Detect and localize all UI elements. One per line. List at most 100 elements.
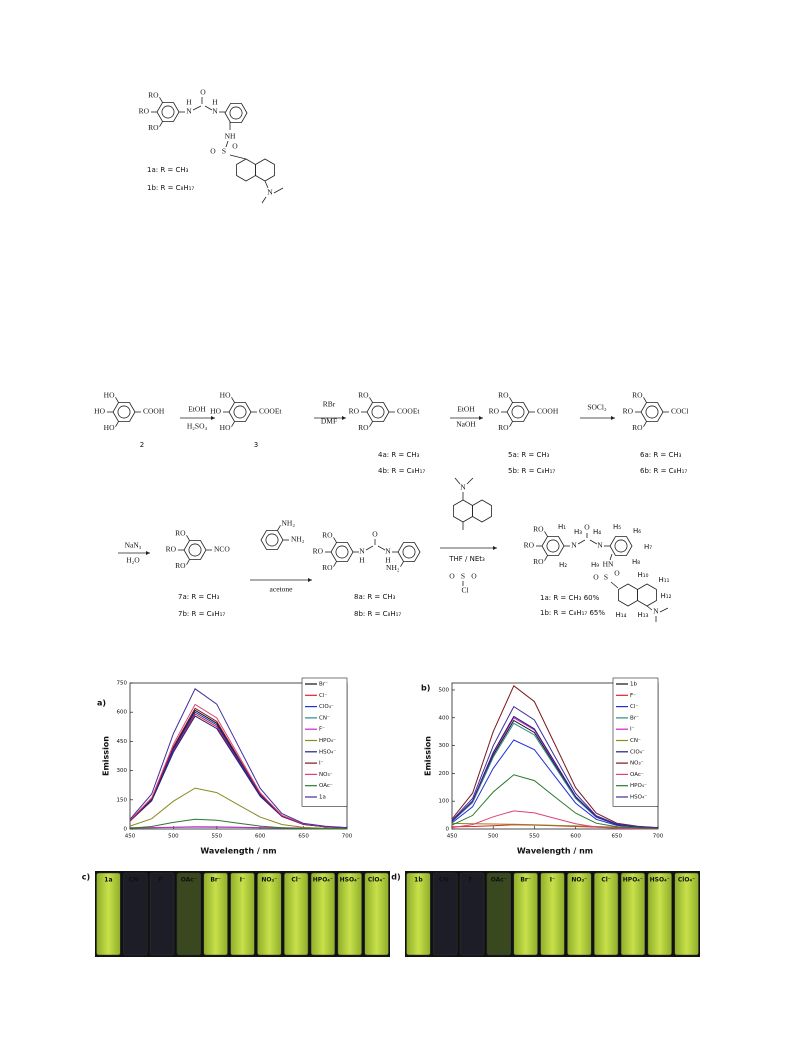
legend-label: HPO₄⁻: [319, 738, 336, 744]
legend-label: HSO₄⁻: [630, 795, 647, 801]
label: H₂: [559, 561, 567, 569]
label: 5b: R = C₈H₁₇: [508, 467, 555, 475]
vial-label: HPO₄⁻: [623, 877, 643, 884]
label: O: [200, 88, 206, 97]
label: NaN₃: [125, 541, 142, 550]
y-tick-label: 100: [439, 799, 450, 805]
bond: [369, 397, 373, 403]
ring: [183, 540, 207, 560]
x-tick-label: 550: [212, 834, 223, 840]
label: RO: [533, 524, 544, 533]
ring: [618, 583, 638, 607]
ring-aromatic: [233, 405, 247, 419]
label: N: [267, 188, 273, 197]
label: N: [653, 607, 659, 616]
bond: [229, 154, 247, 160]
label: 7b: R = C₈H₁₇: [178, 610, 225, 618]
label: N: [385, 547, 391, 556]
label: O: [372, 530, 378, 539]
bond: [544, 531, 548, 537]
vial: [540, 872, 565, 956]
label: acetone: [270, 585, 294, 594]
label: 1a: R = CH₃ 60%: [540, 594, 600, 602]
label: RO: [632, 390, 643, 399]
y-tick-label: 150: [117, 797, 128, 803]
bond: [159, 97, 163, 103]
label: H₂SO₄: [187, 422, 208, 431]
vial: [620, 872, 646, 956]
bond: [192, 105, 202, 111]
bond: [225, 140, 229, 148]
ring: [397, 542, 421, 562]
ring: [255, 158, 275, 182]
ring: [224, 103, 248, 123]
series-line: [129, 787, 348, 830]
label: N: [186, 107, 192, 116]
vial: [593, 872, 619, 956]
label: 8b: R = C₈H₁₇: [354, 610, 401, 618]
label: H₃: [574, 528, 582, 536]
vial-label: 1a: [104, 877, 112, 884]
bond: [273, 187, 284, 194]
label: 4b: R = C₈H₁₇: [378, 467, 425, 475]
vial: [567, 872, 592, 956]
label: HO: [94, 407, 105, 416]
legend-label: F⁻: [319, 727, 325, 733]
series-line: [129, 818, 347, 830]
ring-aromatic: [229, 106, 243, 120]
label: RO: [139, 107, 150, 116]
legend-label: Cl⁻: [630, 704, 638, 710]
bond: [659, 607, 669, 613]
label: RO: [322, 530, 333, 539]
label: Cl: [461, 586, 468, 595]
ring-aromatic: [645, 405, 659, 419]
label: RO: [533, 557, 544, 566]
vial: [364, 872, 389, 956]
label: H: [359, 556, 365, 565]
vial-label: F⁻: [468, 877, 475, 884]
label: H: [186, 98, 192, 107]
ring-aromatic: [511, 405, 525, 419]
bond: [115, 397, 119, 403]
label: SOCl₂: [587, 403, 607, 412]
vial-label: NO₃⁻: [571, 877, 587, 884]
bond: [589, 539, 598, 545]
vial-label: CN⁻: [129, 877, 142, 884]
arrow-head: [479, 416, 483, 420]
ring: [640, 402, 664, 422]
label: H₁₃: [638, 611, 649, 619]
panel-label: b): [421, 684, 430, 693]
legend-label: ClO₄⁻: [630, 749, 645, 755]
legend-label: Br⁻: [630, 715, 639, 721]
legend-label: HPO₄⁻: [630, 783, 647, 789]
ring: [236, 158, 256, 182]
label: S: [461, 572, 465, 581]
label: RO: [489, 407, 500, 416]
bond: [369, 421, 373, 427]
legend-label: I⁻: [319, 761, 324, 767]
arrow-head: [611, 416, 615, 420]
bond: [333, 537, 337, 543]
y-tick-label: 300: [439, 743, 450, 749]
arrow-head: [146, 551, 150, 555]
label: H₁₀: [638, 571, 649, 579]
label: RO: [322, 563, 333, 572]
ring: [506, 402, 530, 422]
ring: [637, 583, 657, 607]
legend-label: NO₃⁻: [319, 772, 333, 778]
vial-label: ClO₄⁻: [368, 877, 385, 884]
label: NH₂: [386, 563, 400, 572]
label: H₆: [633, 527, 641, 535]
legend-label: I⁻: [630, 727, 635, 733]
label: O: [232, 142, 238, 151]
series-line: [451, 739, 659, 829]
label: NCO: [214, 545, 230, 554]
legend-label: CN⁻: [630, 738, 641, 744]
label: H₇: [644, 543, 652, 551]
vial-label: ClO₄⁻: [678, 877, 695, 884]
label: N: [571, 541, 577, 550]
label: RBr: [323, 400, 336, 409]
label: H₈: [632, 558, 640, 566]
bond: [231, 397, 235, 403]
